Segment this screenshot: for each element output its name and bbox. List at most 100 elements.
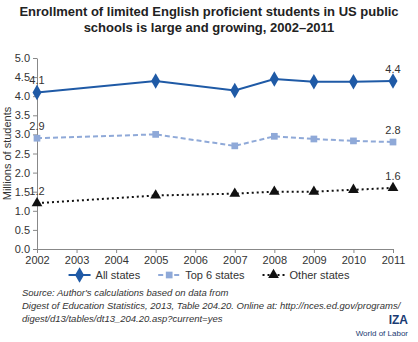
tick-label: 1.0 (15, 205, 30, 217)
data-label: 1.6 (385, 170, 400, 182)
source-note: Source: Author's calculations based on d… (22, 287, 228, 298)
x-axis: 2002 2003 2004 2005 2006 2007 2008 2009 2010 2011 (25, 249, 405, 266)
tick: 2011 (382, 249, 406, 266)
point (348, 184, 359, 193)
tick-mark (33, 58, 37, 59)
tick: 2002 (25, 249, 49, 266)
legend-item: Top 6 states (158, 269, 245, 281)
legend-symbol (166, 272, 173, 279)
point (270, 71, 279, 87)
tick-mark (33, 249, 37, 250)
tick-label: 2007 (223, 254, 247, 266)
point (152, 131, 159, 138)
tick: 2007 (223, 249, 247, 266)
tick: 2.5 (15, 148, 37, 160)
logo-tagline: World of Labor (356, 329, 409, 338)
tick-label: 1.5 (15, 186, 30, 198)
point (349, 74, 358, 90)
point (311, 136, 318, 143)
tick-mark (195, 249, 196, 253)
tick-mark (33, 173, 37, 174)
tick-mark (353, 249, 354, 253)
point (350, 138, 357, 145)
tick-label: 2.5 (15, 148, 30, 160)
point (388, 182, 399, 191)
tick: 0.5 (15, 224, 37, 236)
tick-label: 2009 (302, 254, 326, 266)
tick-label: 2002 (25, 254, 49, 266)
point (309, 74, 318, 90)
title: Enrollment of limited English proficient… (19, 4, 398, 35)
point (269, 185, 280, 194)
tick: 2004 (104, 249, 128, 266)
tick-label: 0.5 (15, 224, 30, 236)
data-label: 1.2 (29, 185, 44, 197)
data-label: 2.9 (29, 120, 44, 132)
logo: IZA (389, 313, 409, 327)
point (271, 133, 278, 140)
tick-label: 3.0 (15, 128, 30, 140)
point (33, 85, 42, 101)
tick-mark (33, 230, 37, 231)
point (230, 83, 239, 99)
tick: 2008 (263, 249, 287, 266)
legend-item: Other states (263, 269, 350, 281)
point (231, 143, 238, 150)
axis-line (38, 249, 394, 250)
tick-label: 2.0 (15, 167, 30, 179)
tick-mark (314, 249, 315, 253)
tick-label: 5.0 (15, 52, 30, 64)
data-label: 2.8 (385, 124, 400, 136)
tick: 2006 (183, 249, 207, 266)
data-label: 4.1 (29, 74, 44, 86)
tick: 1.0 (15, 205, 37, 217)
tick-mark (156, 249, 157, 253)
tick: 2009 (302, 249, 326, 266)
axis-title: Millions of students (1, 106, 13, 200)
source-note: Digest of Education Statistics, 2013, Ta… (22, 300, 402, 311)
legend-label: All states (96, 269, 141, 281)
chart: Enrollment of limited English proficient… (0, 0, 418, 342)
tick-mark (33, 211, 37, 212)
series-line (37, 134, 393, 145)
tick-label: 3.5 (15, 109, 30, 121)
point (229, 187, 240, 196)
legend-item: All states (69, 267, 141, 283)
point (309, 185, 320, 194)
tick-mark (33, 115, 37, 116)
tick: 2.0 (15, 167, 37, 179)
tick-label: 2008 (263, 254, 287, 266)
tick-label: 4.0 (15, 90, 30, 102)
tick-label: 2005 (144, 254, 168, 266)
tick-mark (33, 154, 37, 155)
point (390, 139, 397, 146)
series-line (37, 79, 393, 92)
source-note: digest/d13/tables/dt13_204.20.asp?curren… (22, 313, 223, 324)
point (32, 197, 43, 206)
tick: 2010 (342, 249, 366, 266)
tick-label: 2011 (382, 254, 406, 266)
legend: All states Top 6 states Other states (69, 267, 350, 283)
point (34, 135, 41, 142)
tick-mark (274, 249, 275, 253)
legend-symbol (268, 269, 279, 278)
tick: 2003 (65, 249, 89, 266)
series-line (37, 188, 393, 203)
tick-mark (116, 249, 117, 253)
tick-mark (393, 249, 394, 253)
tick-mark (77, 249, 78, 253)
tick-mark (37, 249, 38, 253)
point (151, 73, 160, 89)
tick-label: 2003 (65, 254, 89, 266)
tick: 2005 (144, 249, 168, 266)
tick-label: 2010 (342, 254, 366, 266)
tick-label: 2004 (104, 254, 128, 266)
tick-label: 2006 (183, 254, 207, 266)
legend-label: Top 6 states (185, 269, 245, 281)
legend-label: Other states (290, 269, 350, 281)
tick: 5.0 (15, 52, 37, 64)
tick-label: 4.5 (15, 71, 30, 83)
plot-area (32, 71, 399, 206)
data-label: 4.4 (385, 63, 400, 75)
tick-mark (235, 249, 236, 253)
